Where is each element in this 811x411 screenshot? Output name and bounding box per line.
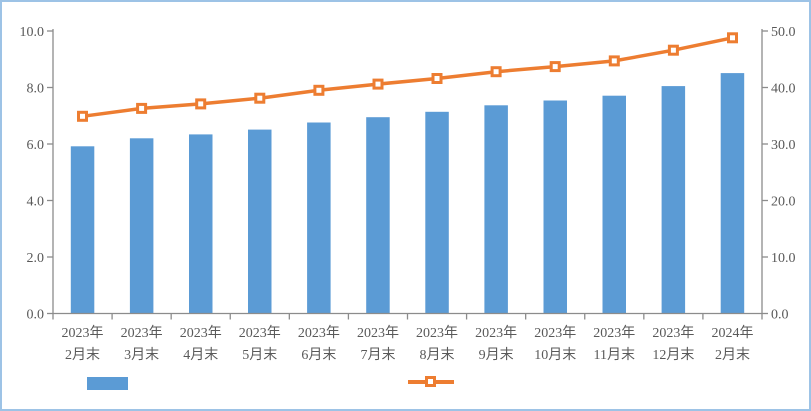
x-label-year-0: 2023年 xyxy=(62,325,104,341)
bar-8 xyxy=(543,100,567,314)
x-label-month-5: 7月末 xyxy=(360,347,395,363)
left-axis-tick-label: 2.0 xyxy=(27,251,45,266)
left-axis-tick-label: 0.0 xyxy=(27,308,45,323)
x-label-year-9: 2023年 xyxy=(593,325,635,341)
line-marker-6 xyxy=(431,73,443,84)
line-marker-7 xyxy=(490,66,502,78)
line-series-path xyxy=(82,36,733,119)
left-axis-tick-label: 4.0 xyxy=(27,195,45,210)
x-label-month-11: 2月末 xyxy=(715,347,750,363)
x-label-year-5: 2023年 xyxy=(357,325,399,341)
bar-1 xyxy=(129,138,154,314)
bar-9 xyxy=(602,95,626,314)
x-label-month-4: 6月末 xyxy=(301,347,336,363)
bar-6 xyxy=(425,111,449,314)
left-axis-tick-label: 6.0 xyxy=(27,138,45,153)
bar-7 xyxy=(484,105,508,314)
left-axis-tick-label: 10.0 xyxy=(20,25,45,40)
x-label-year-6: 2023年 xyxy=(416,325,458,341)
x-label-month-8: 10月末 xyxy=(534,347,576,363)
line-marker-2 xyxy=(195,98,207,110)
bar-series-legend-swatch xyxy=(87,377,128,390)
x-label-year-3: 2023年 xyxy=(239,325,281,341)
line-marker-11 xyxy=(727,32,738,44)
right-axis-tick-label: 20.0 xyxy=(771,195,796,210)
x-label-month-3: 5月末 xyxy=(242,347,277,363)
bar-4 xyxy=(307,122,331,314)
line-marker-8 xyxy=(549,61,561,73)
right-axis-tick-label: 10.0 xyxy=(771,251,796,266)
right-axis-tick-label: 0.0 xyxy=(771,308,789,323)
line-marker-3 xyxy=(254,92,266,104)
x-label-year-2: 2023年 xyxy=(180,325,222,341)
x-label-year-4: 2023年 xyxy=(298,325,340,341)
bar-0 xyxy=(70,146,95,314)
x-label-month-10: 12月末 xyxy=(652,347,694,363)
x-label-year-1: 2023年 xyxy=(121,325,163,341)
line-series-legend-marker-icon xyxy=(425,376,436,387)
bar-10 xyxy=(661,86,686,314)
line-marker-10 xyxy=(667,44,679,56)
bar-2 xyxy=(189,134,213,314)
x-label-year-10: 2023年 xyxy=(652,325,694,341)
x-label-month-0: 2月末 xyxy=(65,347,100,363)
line-marker-4 xyxy=(313,84,325,96)
x-label-month-6: 8月末 xyxy=(420,347,455,363)
x-label-month-7: 9月末 xyxy=(479,347,514,363)
line-marker-5 xyxy=(372,78,384,90)
bar-3 xyxy=(248,129,272,314)
right-axis-tick-label: 50.0 xyxy=(771,25,796,40)
line-marker-9 xyxy=(608,55,620,67)
bar-5 xyxy=(366,117,390,314)
x-label-year-8: 2023年 xyxy=(534,325,576,341)
x-label-month-9: 11月末 xyxy=(594,347,635,363)
x-label-year-7: 2023年 xyxy=(475,325,517,341)
right-axis-tick-label: 40.0 xyxy=(771,82,796,97)
line-marker-0 xyxy=(77,110,88,122)
left-axis-tick-label: 8.0 xyxy=(27,82,45,97)
x-label-month-2: 4月末 xyxy=(183,347,218,363)
x-label-year-11: 2024年 xyxy=(711,325,753,341)
x-label-month-1: 3月末 xyxy=(124,347,159,363)
line-marker-1 xyxy=(136,102,148,114)
bar-11 xyxy=(720,73,745,314)
right-axis-tick-label: 30.0 xyxy=(771,138,796,153)
